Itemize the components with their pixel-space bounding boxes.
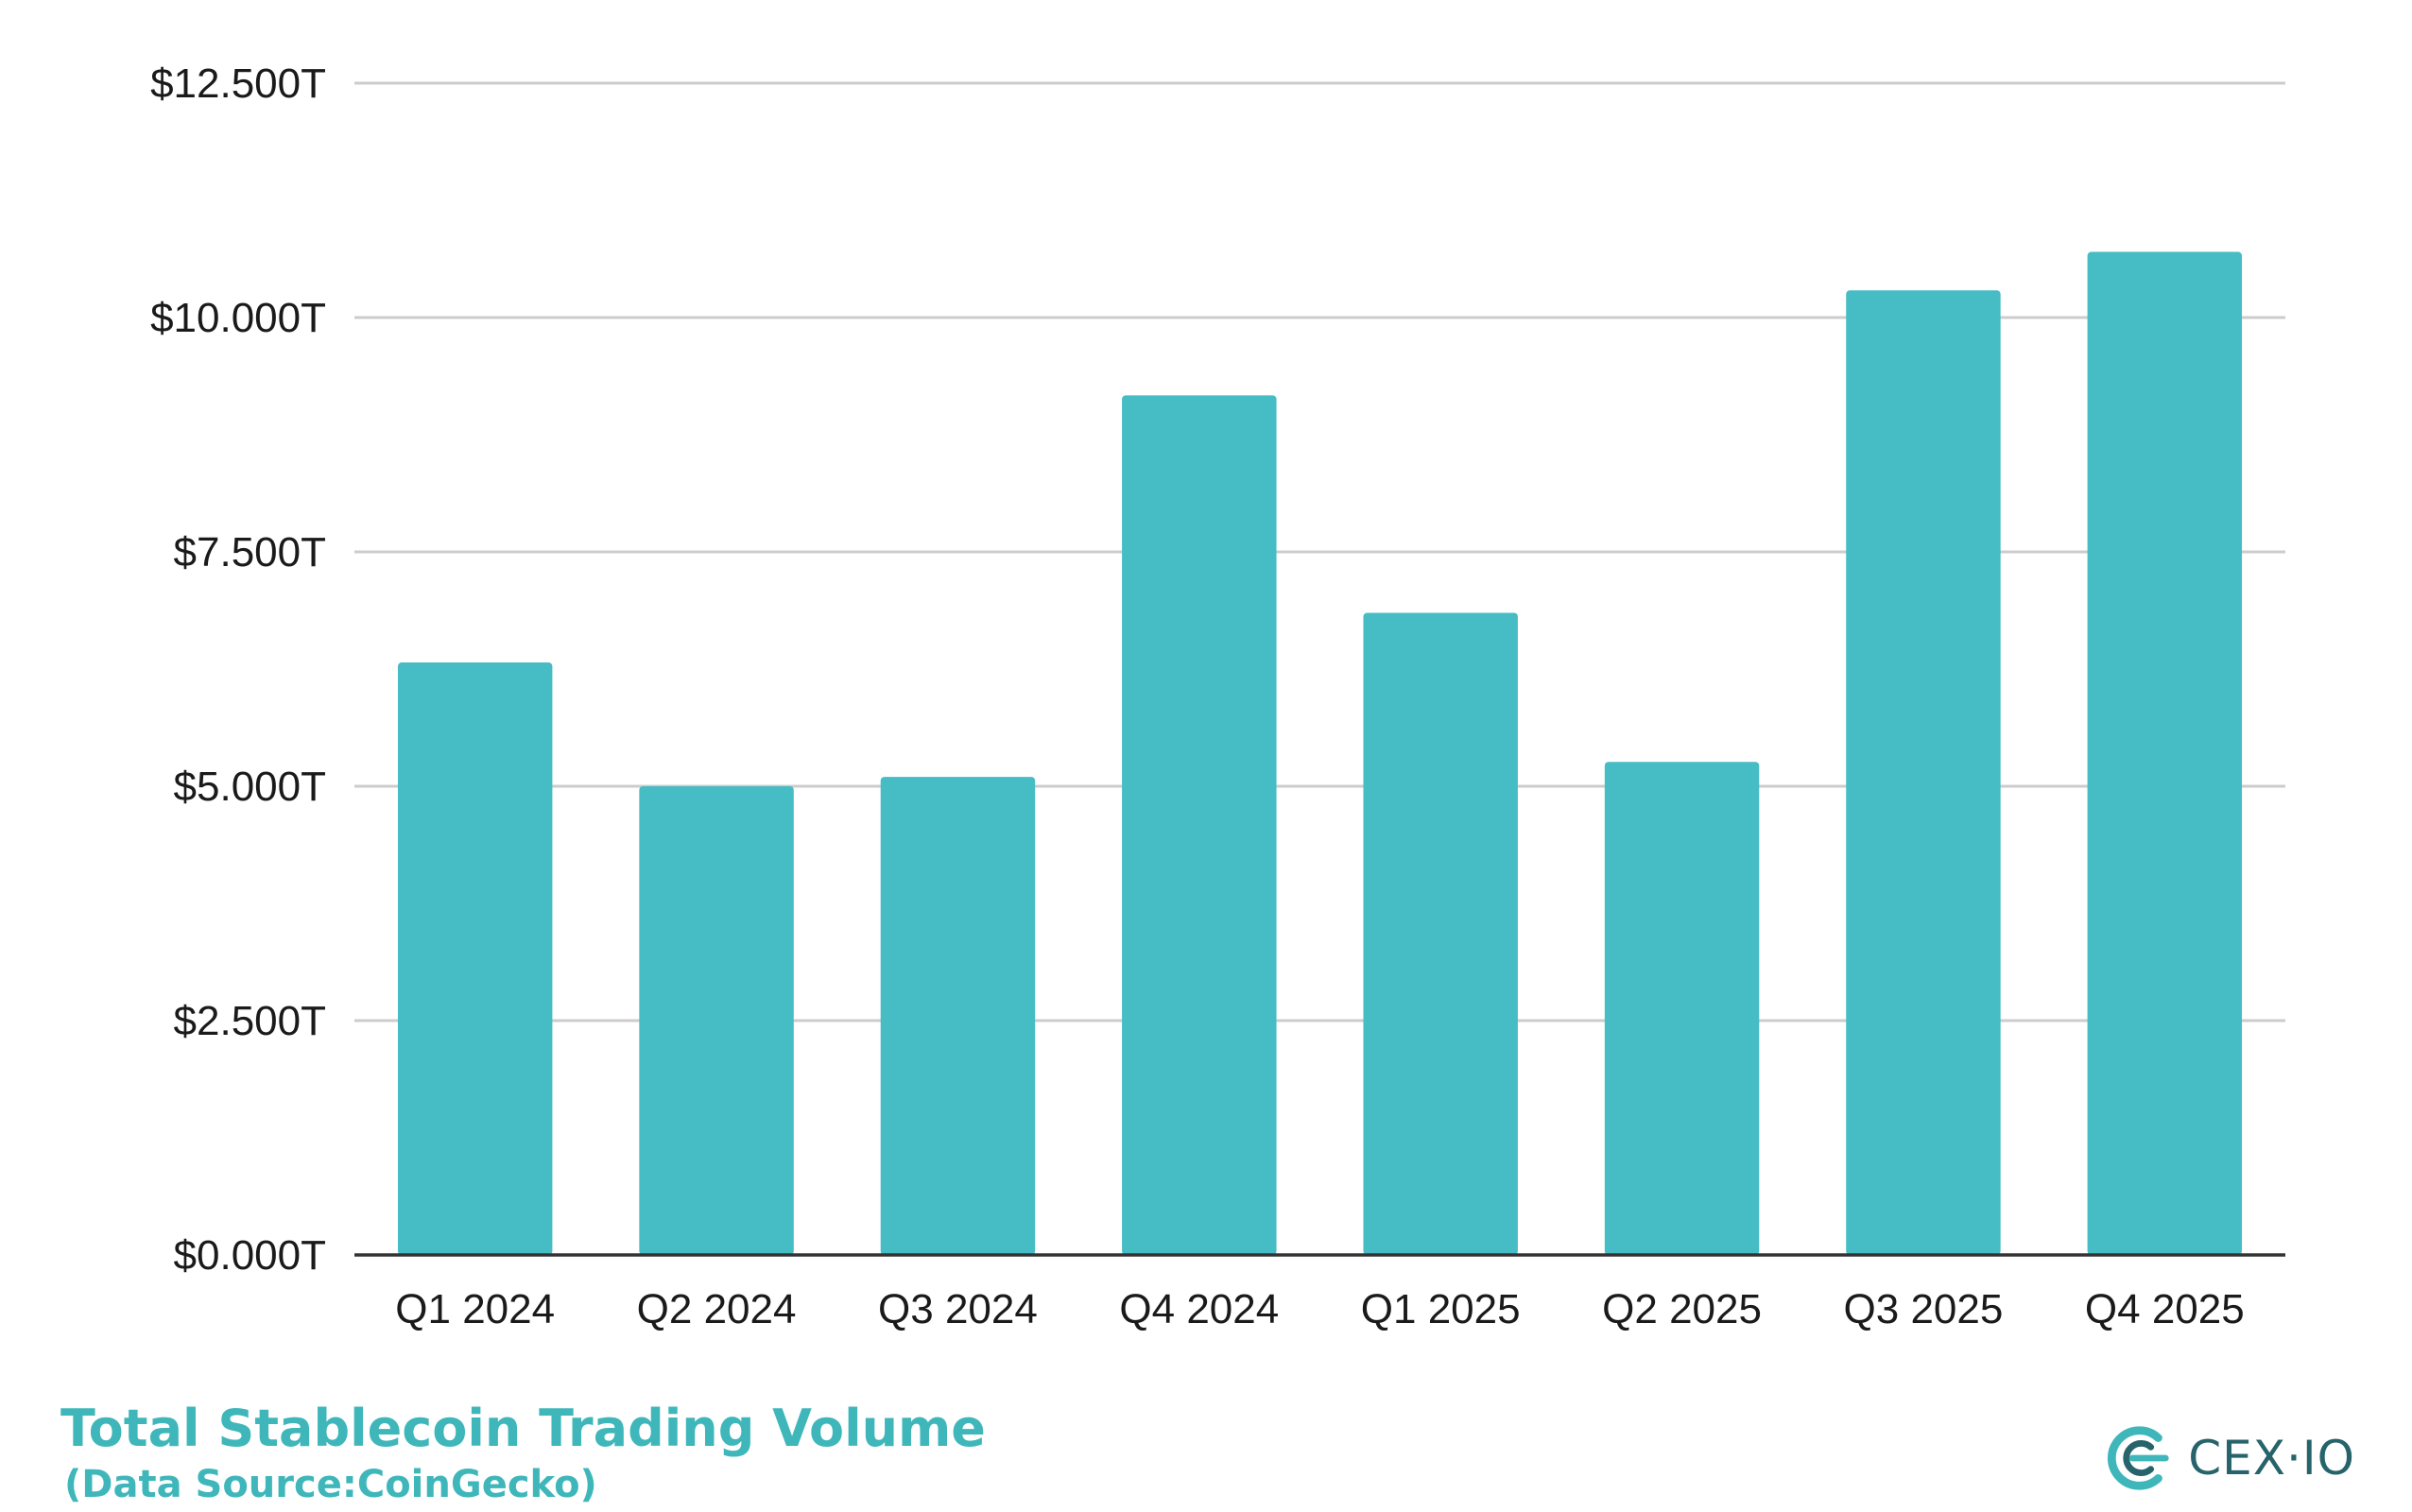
y-tick-label: $0.000T	[174, 1232, 326, 1279]
bar	[2087, 251, 2243, 1255]
x-tick-labels: Q1 2024 Q2 2024 Q3 2024 Q4 2024 Q1 2025 Q2 20…	[395, 1286, 2244, 1332]
bar	[880, 777, 1036, 1255]
y-tick-labels: $0.000T $2.500T $5.000T $7.500T $10.000T $12.…	[150, 60, 326, 1279]
y-tick-label: $2.500T	[174, 998, 326, 1044]
x-tick-label: Q1 2024	[395, 1286, 555, 1332]
bar	[1363, 612, 1518, 1255]
chart-title: Total Stablecoin Trading Volume	[60, 1399, 986, 1458]
x-tick-label: Q2 2024	[637, 1286, 797, 1332]
brand-name: CEX·IO	[2188, 1431, 2355, 1486]
y-tick-label: $7.500T	[174, 529, 326, 576]
data-source-label: (Data Source:CoinGecko)	[64, 1463, 597, 1506]
bar	[639, 786, 794, 1255]
bar	[1846, 290, 2001, 1255]
x-tick-label: Q4 2025	[2085, 1286, 2245, 1332]
bars	[397, 251, 2243, 1255]
y-tick-label: $12.500T	[150, 60, 326, 107]
y-tick-label: $10.000T	[150, 295, 326, 341]
x-tick-label: Q3 2024	[878, 1286, 1038, 1332]
y-tick-label: $5.000T	[174, 764, 326, 810]
cex-io-logo-icon	[2108, 1426, 2169, 1490]
bar	[1604, 762, 1760, 1255]
bar	[397, 662, 553, 1255]
x-tick-label: Q3 2025	[1844, 1286, 2004, 1332]
x-tick-label: Q2 2025	[1602, 1286, 1762, 1332]
x-tick-label: Q1 2025	[1361, 1286, 1521, 1332]
brand-logo: CEX·IO	[2101, 1421, 2355, 1495]
x-tick-label: Q4 2024	[1119, 1286, 1279, 1332]
bar	[1122, 395, 1277, 1255]
